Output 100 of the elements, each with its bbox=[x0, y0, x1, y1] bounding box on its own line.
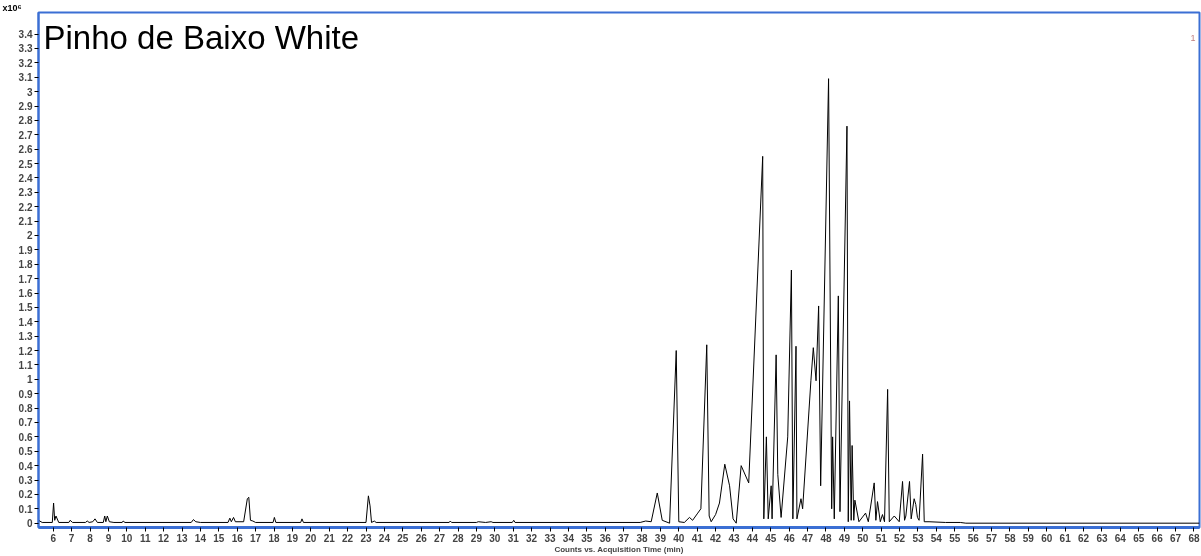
x-tick-label: 65 bbox=[1133, 532, 1145, 544]
y-tick-label: 1.3 bbox=[18, 331, 33, 343]
x-tick-label: 9 bbox=[105, 532, 112, 544]
x-tick-label: 15 bbox=[213, 532, 225, 544]
x-tick-label: 23 bbox=[360, 532, 373, 544]
x-tick-label: 48 bbox=[820, 532, 832, 544]
x-tick-label: 17 bbox=[250, 532, 262, 544]
x-tick-label: 43 bbox=[728, 532, 740, 544]
x-tick-label: 26 bbox=[415, 532, 428, 544]
x-axis-title: Counts vs. Acquisition Time (min) bbox=[554, 544, 684, 554]
y-tick-label: 0.5 bbox=[18, 446, 33, 458]
x-tick-label: 50 bbox=[857, 532, 869, 544]
x-tick-label: 45 bbox=[765, 532, 777, 544]
y-tick-label: 1.5 bbox=[18, 302, 33, 314]
x-tick-label: 44 bbox=[746, 532, 759, 544]
x-tick-label: 46 bbox=[783, 532, 796, 544]
y-tick-label: 1.7 bbox=[18, 273, 33, 285]
x-tick-label: 49 bbox=[838, 532, 851, 544]
x-tick-label: 6 bbox=[50, 532, 57, 544]
y-tick-label: 2.2 bbox=[18, 201, 33, 213]
y-tick-label: 2.3 bbox=[18, 187, 33, 199]
y-tick-label: 1.1 bbox=[18, 359, 33, 371]
y-tick-label: 3.1 bbox=[18, 72, 33, 84]
x-tick-label: 51 bbox=[875, 532, 888, 544]
line-series bbox=[38, 78, 1200, 524]
y-tick-label: 2.9 bbox=[18, 101, 33, 113]
x-tick-label: 7 bbox=[68, 532, 75, 544]
x-tick-label: 32 bbox=[526, 532, 538, 544]
x-tick-label: 30 bbox=[489, 532, 501, 544]
x-tick-label: 28 bbox=[452, 532, 465, 544]
y-tick-label: 1 bbox=[26, 374, 33, 386]
x-tick-label: 12 bbox=[158, 532, 170, 544]
x-tick-label: 61 bbox=[1059, 532, 1072, 544]
chart-title: Pinho de Baixo White bbox=[43, 18, 360, 56]
y-tick-label: 0.4 bbox=[18, 460, 33, 472]
y-tick-label: 2.1 bbox=[18, 216, 33, 228]
x-tick-label: 11 bbox=[139, 532, 151, 544]
x-tick-label: 37 bbox=[618, 532, 630, 544]
x-tick-label: 29 bbox=[470, 532, 483, 544]
x-tick-label: 18 bbox=[268, 532, 281, 544]
y-tick-label: 0.1 bbox=[18, 503, 33, 515]
x-tick-label: 10 bbox=[121, 532, 133, 544]
x-tick-label: 59 bbox=[1022, 532, 1035, 544]
y-tick-label: 3.2 bbox=[18, 57, 33, 69]
x-tick-label: 14 bbox=[194, 532, 207, 544]
x-tick-label: 54 bbox=[930, 532, 943, 544]
y-tick-label: 1.2 bbox=[18, 345, 33, 357]
x-tick-label: 41 bbox=[691, 532, 704, 544]
x-tick-label: 62 bbox=[1078, 532, 1090, 544]
x-tick-label: 25 bbox=[397, 532, 409, 544]
x-tick-label: 58 bbox=[1004, 532, 1016, 544]
x-tick-label: 24 bbox=[378, 532, 391, 544]
y-tick-label: 3.4 bbox=[18, 29, 33, 41]
y-tick-label: 2.6 bbox=[18, 144, 33, 156]
x-tick-label: 42 bbox=[710, 532, 722, 544]
x-tick-label: 63 bbox=[1096, 532, 1108, 544]
x-tick-label: 53 bbox=[912, 532, 924, 544]
x-tick-label: 34 bbox=[562, 532, 575, 544]
y-tick-label: 1.6 bbox=[18, 288, 33, 300]
y-tick-label: 2.8 bbox=[18, 115, 33, 127]
x-tick-label: 31 bbox=[507, 532, 520, 544]
x-tick-label: 64 bbox=[1114, 532, 1127, 544]
x-tick-label: 36 bbox=[599, 532, 612, 544]
x-tick-label: 68 bbox=[1188, 532, 1200, 544]
x-tick-label: 60 bbox=[1041, 532, 1053, 544]
y-tick-label: 0.3 bbox=[18, 475, 33, 487]
x-tick-label: 39 bbox=[654, 532, 667, 544]
y-axis-title: x10⁶ bbox=[2, 2, 22, 13]
x-tick-label: 57 bbox=[986, 532, 998, 544]
y-tick-label: 0.8 bbox=[18, 403, 33, 415]
x-tick-label: 20 bbox=[305, 532, 317, 544]
y-tick-label: 0.2 bbox=[18, 489, 33, 501]
y-tick-label: 3.3 bbox=[18, 43, 33, 55]
x-tick-label: 38 bbox=[636, 532, 648, 544]
y-tick-label: 0.7 bbox=[18, 417, 33, 429]
y-tick-label: 0.9 bbox=[18, 388, 33, 400]
x-tick-label: 19 bbox=[286, 532, 299, 544]
x-tick-label: 8 bbox=[87, 532, 94, 544]
x-tick-label: 22 bbox=[342, 532, 354, 544]
x-tick-label: 35 bbox=[581, 532, 593, 544]
y-tick-label: 2.4 bbox=[18, 172, 33, 184]
y-tick-label: 2 bbox=[26, 230, 33, 242]
x-tick-label: 21 bbox=[323, 532, 336, 544]
y-tick-label: 1.9 bbox=[18, 244, 33, 256]
x-tick-label: 13 bbox=[176, 532, 189, 544]
x-tick-label: 52 bbox=[894, 532, 906, 544]
y-tick-label: 2.7 bbox=[18, 129, 33, 141]
x-tick-label: 33 bbox=[544, 532, 556, 544]
x-tick-label: 47 bbox=[802, 532, 814, 544]
y-tick-label: 3 bbox=[26, 86, 33, 98]
x-tick-label: 16 bbox=[231, 532, 244, 544]
y-tick-label: 0.6 bbox=[18, 431, 33, 443]
x-tick-label: 55 bbox=[949, 532, 961, 544]
x-tick-label: 27 bbox=[434, 532, 446, 544]
y-tick-label: 1.8 bbox=[18, 259, 33, 271]
y-tick-label: 2.5 bbox=[18, 158, 33, 170]
x-tick-label: 67 bbox=[1170, 532, 1182, 544]
y-tick-label: 1.4 bbox=[18, 316, 33, 328]
annotation: 1 bbox=[1190, 32, 1196, 43]
x-tick-label: 40 bbox=[673, 532, 685, 544]
